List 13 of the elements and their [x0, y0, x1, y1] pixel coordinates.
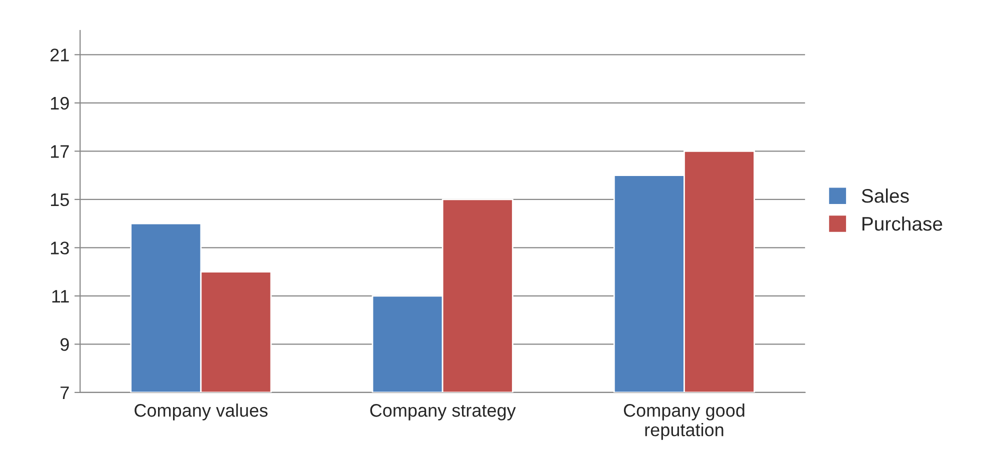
y-tick-label: 21 — [50, 48, 69, 62]
y-tick-label: 7 — [60, 386, 69, 399]
x-tick-label: Company strategy — [370, 404, 516, 420]
legend-label: Purchase — [862, 216, 942, 231]
y-tick-label: 13 — [50, 242, 69, 254]
y-tick-label: 11 — [52, 290, 69, 302]
y-tick-label: 17 — [50, 145, 69, 158]
x-tick-label: Company values — [134, 404, 268, 420]
legend-label: Sales — [862, 188, 909, 203]
y-tick-label: 9 — [60, 338, 69, 351]
y-tick-label: 19 — [50, 96, 69, 110]
y-tick-label: 15 — [50, 194, 69, 206]
x-tick-label: Company good reputation — [624, 404, 744, 440]
